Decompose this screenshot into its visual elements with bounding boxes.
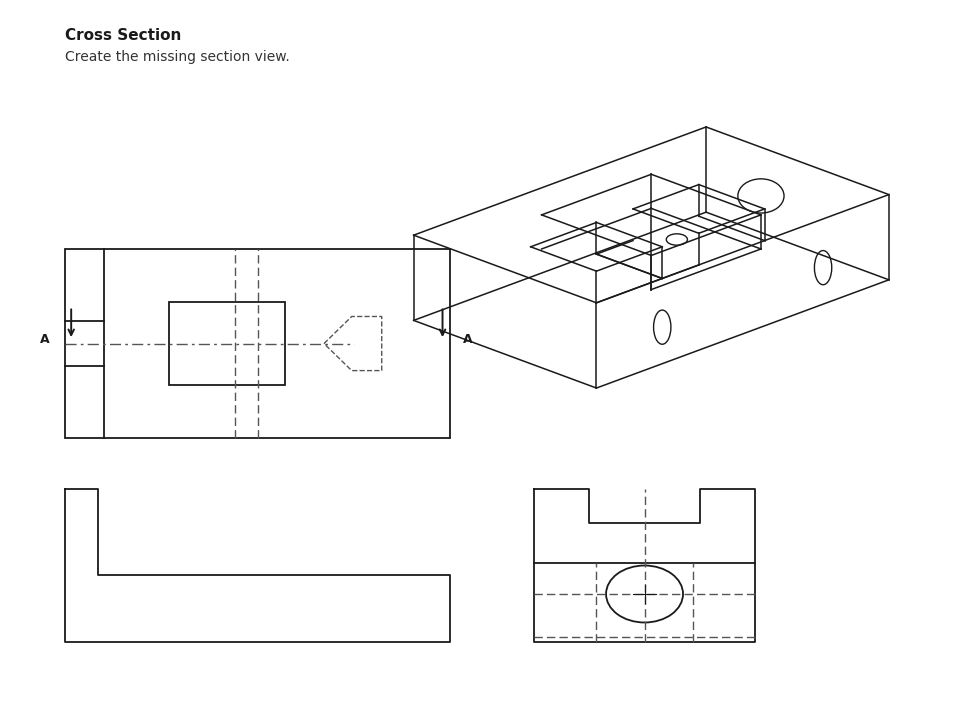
Bar [169, 302, 284, 385]
Text: Cross Section: Cross Section [65, 28, 182, 43]
Text: A: A [462, 333, 472, 347]
Text: Create the missing section view.: Create the missing section view. [65, 50, 290, 64]
Text: A: A [39, 333, 49, 347]
Bar [65, 249, 450, 438]
